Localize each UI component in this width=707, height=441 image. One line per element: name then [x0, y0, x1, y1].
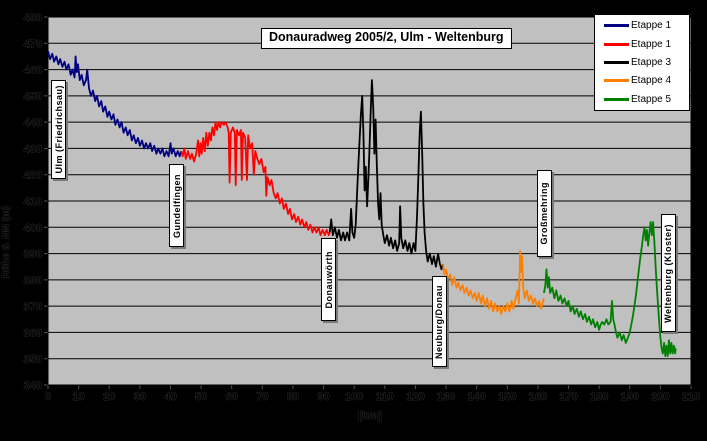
x-tick-label: 170: [559, 391, 577, 403]
town-marker: Weltenburg (Kloster): [660, 214, 676, 332]
y-tick-label: 430: [24, 143, 42, 155]
series-line-etappe-1: [180, 121, 331, 237]
series-line-etappe-4: [442, 249, 545, 315]
legend-line-swatch: [604, 97, 629, 101]
town-marker-label: Ulm (Friedrichsau): [53, 85, 64, 174]
x-tick-label: 190: [621, 391, 639, 403]
town-marker-label: Großmehring: [539, 182, 550, 245]
town-marker-label: Donauwörth: [323, 250, 334, 309]
legend-item: Etappe 5: [595, 92, 689, 107]
x-tick-label: 100: [345, 391, 363, 403]
x-tick-label: 160: [529, 391, 547, 403]
town-marker-label: Neuburg/Donau: [434, 284, 445, 359]
x-tick-label: 150: [498, 391, 516, 403]
town-marker: Großmehring: [536, 170, 552, 257]
x-tick-label: 80: [287, 391, 299, 403]
y-tick-label: 420: [24, 170, 42, 182]
y-tick-label: 360: [24, 327, 42, 339]
legend-line-swatch: [604, 60, 629, 64]
x-tick-label: 10: [72, 391, 84, 403]
y-tick-label: 460: [24, 65, 42, 77]
series-line-etappe-1: [47, 50, 183, 158]
x-tick-label: 120: [406, 391, 424, 403]
legend-item: Etappe 4: [595, 73, 689, 88]
y-tick-label: 440: [24, 117, 42, 129]
chart-title: Donauradweg 2005/2, Ulm - Weltenburg: [261, 28, 512, 49]
x-tick-label: 210: [682, 391, 700, 403]
x-tick-label: 70: [256, 391, 268, 403]
y-tick-label: 350: [24, 354, 42, 366]
town-marker: Neuburg/Donau: [431, 276, 447, 367]
y-tick-label: 380: [24, 275, 42, 287]
legend-item: Etappe 1: [595, 37, 689, 52]
x-tick-label: 50: [195, 391, 207, 403]
x-axis-title: [km]: [358, 410, 382, 422]
legend-label: Etappe 1: [631, 38, 672, 50]
x-tick-label: 130: [437, 391, 455, 403]
x-tick-label: 140: [467, 391, 485, 403]
x-tick-label: 30: [134, 391, 146, 403]
legend-label: Etappe 4: [631, 75, 672, 87]
x-tick-label: 90: [317, 391, 329, 403]
legend-item: Etappe 1: [595, 18, 689, 33]
x-tick-label: 20: [103, 391, 115, 403]
y-tick-label: 400: [24, 222, 42, 234]
legend-label: Etappe 5: [631, 93, 672, 105]
town-marker: Gundelfingen: [169, 164, 185, 247]
x-tick-label: 60: [226, 391, 238, 403]
chart-legend: Etappe 1 Etappe 1 Etappe 3 Etappe 4 Etappe 5: [594, 14, 690, 111]
legend-line-swatch: [604, 79, 629, 83]
y-tick-label: 340: [24, 380, 42, 392]
x-tick-label: 180: [590, 391, 608, 403]
series-line-etappe-3: [328, 79, 444, 271]
y-tick-label: 480: [24, 12, 42, 24]
y-tick-label: 470: [24, 38, 42, 50]
legend-line-swatch: [604, 24, 629, 28]
y-axis-title: Höhe ü. NN (m): [1, 205, 12, 278]
x-tick-label: 110: [376, 391, 394, 403]
x-tick-label: 200: [651, 391, 669, 403]
y-tick-label: 410: [24, 196, 42, 208]
x-tick-label: 0: [45, 391, 51, 403]
town-marker-label: Gundelfingen: [171, 173, 182, 238]
series-line-etappe-5: [543, 221, 677, 358]
town-marker: Donauwörth: [321, 238, 337, 321]
x-tick-label: 40: [164, 391, 176, 403]
plot-border: [47, 16, 692, 386]
legend-label: Etappe 3: [631, 56, 672, 68]
legend-line-swatch: [604, 42, 629, 46]
y-tick-label: 390: [24, 249, 42, 261]
y-tick-label: 370: [24, 301, 42, 313]
town-marker: Ulm (Friedrichsau): [51, 80, 67, 179]
town-marker-label: Weltenburg (Kloster): [663, 223, 674, 323]
y-tick-label: 450: [24, 91, 42, 103]
legend-label: Etappe 1: [631, 20, 672, 32]
legend-item: Etappe 3: [595, 55, 689, 70]
